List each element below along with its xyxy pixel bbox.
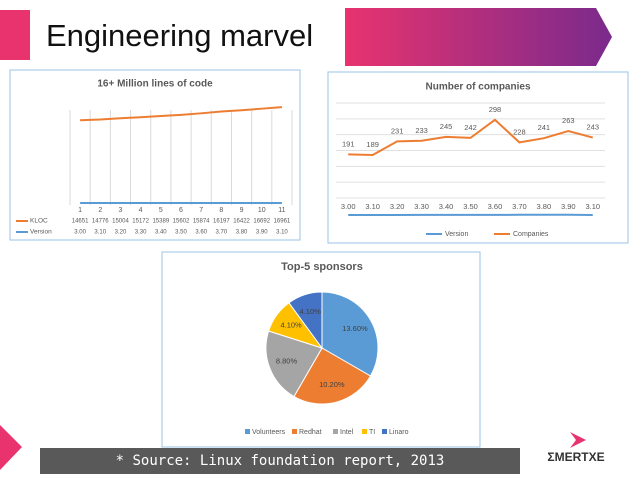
legend-swatch	[382, 429, 387, 434]
legend-label: Redhat	[299, 429, 322, 436]
x-tick-label: 1	[78, 207, 82, 214]
data-label: 228	[513, 127, 526, 136]
banner	[345, 8, 612, 66]
table-cell: 15874	[193, 219, 210, 225]
legend-label: Intel	[340, 429, 354, 436]
data-label: 231	[391, 126, 404, 135]
table-cell: 3.60	[195, 230, 207, 236]
legend-label: Companies	[513, 231, 549, 238]
data-label: 10.20%	[319, 380, 345, 389]
x-tick-label: 3.50	[463, 202, 478, 211]
data-label: 233	[415, 126, 428, 135]
table-cell: 3.10	[94, 230, 106, 236]
table-cell: 3.20	[115, 230, 127, 236]
x-tick-label: 3.30	[414, 202, 429, 211]
data-label: 189	[366, 140, 379, 149]
legend-label: TI	[369, 429, 375, 436]
data-label: 4.10%	[300, 307, 322, 316]
table-cell: 3.00	[74, 230, 86, 236]
table-cell: 15602	[173, 219, 190, 225]
table-cell: 3.40	[155, 230, 167, 236]
chart-title: Top-5 sponsors	[281, 261, 363, 273]
data-label: 13.60%	[342, 324, 368, 333]
logo: ΣMERTXE	[547, 450, 604, 464]
pie-slice	[293, 347, 372, 405]
pie-slice	[288, 291, 323, 350]
data-label: 298	[489, 105, 502, 114]
accent	[0, 10, 30, 60]
legend-swatch	[245, 429, 250, 434]
x-tick-label: 3	[119, 207, 123, 214]
accent	[0, 425, 22, 470]
table-cell: 3.80	[236, 230, 248, 236]
x-tick-label: 9	[240, 207, 244, 214]
logo-icon	[570, 432, 586, 448]
line	[348, 118, 594, 156]
table-cell: 15172	[132, 219, 149, 225]
table-cell: 14651	[72, 219, 89, 225]
table-cell: 14776	[92, 219, 109, 225]
data-label: 8.80%	[276, 357, 298, 366]
x-tick-label: 7	[199, 207, 203, 214]
x-tick-label: 10	[258, 207, 266, 214]
x-tick-label: 3.00	[341, 202, 356, 211]
chart-box	[9, 69, 301, 241]
x-tick-label: 6	[179, 207, 183, 214]
chart-title: Number of companies	[425, 82, 530, 93]
table-cell: 16692	[253, 219, 270, 225]
x-tick-label: 3.20	[390, 202, 405, 211]
legend-label: Volunteers	[252, 429, 286, 436]
pie-slice	[265, 330, 323, 398]
x-tick-label: 2	[98, 207, 102, 214]
legend-swatch	[292, 429, 297, 434]
table-cell: 15389	[152, 219, 169, 225]
data-label: 4.10%	[280, 321, 302, 330]
chart-box	[327, 71, 629, 244]
x-tick-label: 3.60	[488, 202, 503, 211]
x-tick-label: 3.10	[365, 202, 380, 211]
table-cell: 16197	[213, 219, 230, 225]
table-cell: 16422	[233, 219, 250, 225]
source: * Source: Linux foundation report, 2013	[116, 453, 445, 469]
pie-slice	[321, 291, 379, 377]
x-tick-label: 3.80	[537, 202, 552, 211]
x-tick-label: 3.40	[439, 202, 454, 211]
table-cell: 3.10	[276, 230, 288, 236]
legend-label: KLOC	[30, 218, 48, 225]
data-label: 191	[342, 139, 355, 148]
x-tick-label: 11	[278, 207, 285, 214]
x-tick-label: 8	[219, 207, 223, 214]
data-label: 243	[587, 123, 600, 132]
legend-label: Linaro	[389, 429, 409, 436]
data-label: 242	[464, 123, 477, 132]
legend-label: Version	[445, 231, 468, 238]
chart-title: 16+ Million lines of code	[97, 79, 213, 90]
table-cell: 16961	[274, 219, 291, 225]
line	[80, 106, 282, 122]
legend-label: Version	[30, 229, 52, 236]
data-label: 263	[562, 116, 575, 125]
x-tick-label: 4	[139, 207, 143, 214]
slide-title: Engineering marvel	[46, 18, 313, 53]
x-tick-label: 3.90	[561, 202, 576, 211]
table-cell: 3.70	[216, 230, 228, 236]
legend-swatch	[333, 429, 338, 434]
data-label: 245	[440, 122, 453, 131]
table-cell: 15004	[112, 219, 129, 225]
table-cell: 3.30	[135, 230, 147, 236]
data-label: 241	[538, 123, 551, 132]
x-tick-label: 3.70	[512, 202, 527, 211]
table-cell: 3.90	[256, 230, 268, 236]
x-tick-label: 3.10	[585, 202, 600, 211]
source-bar	[40, 448, 520, 474]
table-cell: 3.50	[175, 230, 187, 236]
x-tick-label: 5	[159, 207, 163, 214]
legend-swatch	[362, 429, 367, 434]
